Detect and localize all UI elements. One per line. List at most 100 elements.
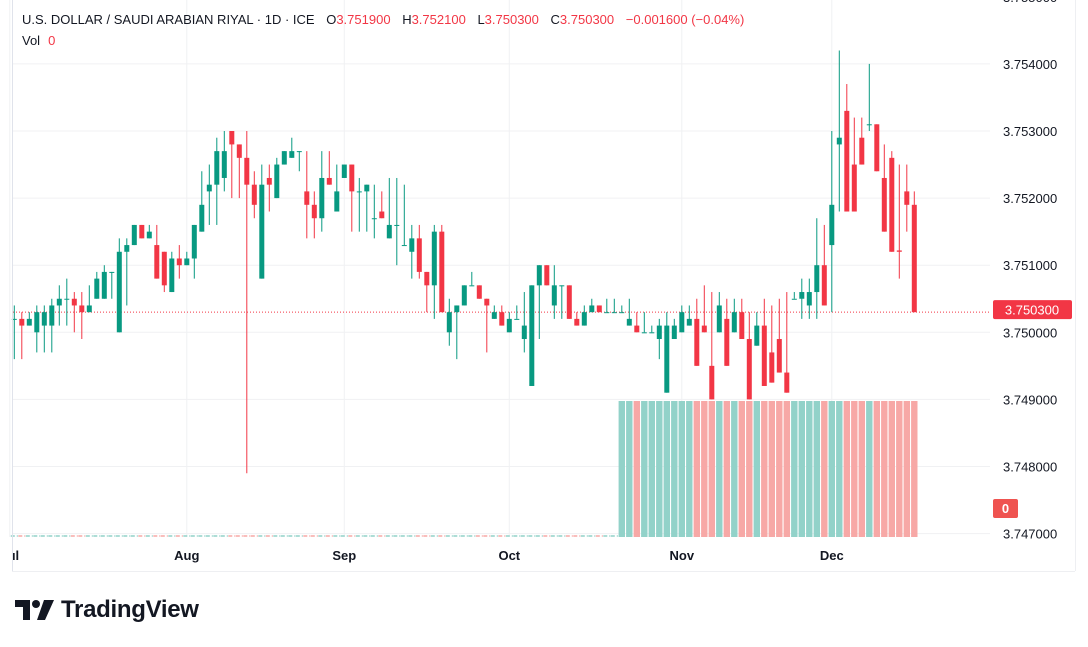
candle <box>491 305 497 319</box>
high-label: H <box>402 12 412 27</box>
volume-bar <box>813 401 820 537</box>
volume-tag <box>993 499 1018 518</box>
candle <box>529 285 535 386</box>
price-axis[interactable]: 3.755000 3.754000 3.753000 3.752000 3.751000… <box>1003 0 1057 542</box>
candle <box>386 177 392 239</box>
volume-bar <box>866 401 873 537</box>
volume-legend-label: Vol <box>22 33 41 48</box>
candle <box>154 224 160 279</box>
volume-bar <box>828 401 835 537</box>
candle <box>589 298 595 313</box>
candle-body <box>394 224 400 226</box>
open-value: 3.751900 <box>336 12 391 27</box>
candle <box>424 271 430 313</box>
candle-body <box>814 265 820 293</box>
candle <box>806 278 812 319</box>
symbol-title[interactable]: U.S. DOLLAR / SAUDI ARABIAN RIYAL · 1D ·… <box>22 12 315 27</box>
candle-body <box>146 231 152 239</box>
close-value: 3.750300 <box>559 12 615 27</box>
candle-body <box>484 298 490 306</box>
volume-bar <box>761 401 768 537</box>
candle <box>566 285 572 319</box>
candle <box>836 50 842 212</box>
candle-body <box>529 285 535 386</box>
candle <box>131 224 137 246</box>
candle <box>521 292 527 353</box>
candle-body <box>409 238 415 252</box>
candle <box>874 124 880 172</box>
candle-body <box>769 352 775 383</box>
volume-bar <box>626 401 633 537</box>
volume-legend-value: 0 <box>48 33 56 48</box>
volume-bar <box>633 401 640 537</box>
candle-body <box>319 177 325 219</box>
candle-body <box>604 312 610 314</box>
candle-body <box>641 332 647 334</box>
candle <box>709 292 715 400</box>
open-label: O <box>326 12 337 27</box>
candle <box>514 305 520 320</box>
candle <box>596 305 602 313</box>
candle-body <box>851 164 857 212</box>
candle <box>109 271 115 299</box>
candle-body <box>461 285 467 306</box>
candle <box>536 265 542 340</box>
candle-body <box>214 151 220 185</box>
candle-body <box>64 298 70 300</box>
candle-body <box>49 305 55 326</box>
volume-bar <box>806 401 813 537</box>
candle <box>851 117 857 212</box>
candle <box>559 285 565 319</box>
candle <box>611 298 617 314</box>
candle-body <box>634 325 640 333</box>
volume-bar <box>821 401 828 537</box>
candle <box>619 305 625 314</box>
candle-body <box>911 204 917 313</box>
candle <box>326 151 332 185</box>
price-tick-label: 3.750000 <box>1003 325 1057 340</box>
candle <box>409 224 415 279</box>
candle-body <box>806 292 812 306</box>
candle-body <box>326 177 332 185</box>
candle <box>791 292 797 300</box>
candle-body <box>589 305 595 313</box>
candle-body <box>439 231 445 313</box>
candle-body <box>161 251 167 286</box>
volume-bar <box>858 401 865 537</box>
candle <box>64 278 70 326</box>
volume-bar <box>851 401 858 537</box>
price-tick-label: 3.754000 <box>1003 57 1057 72</box>
tradingview-logo[interactable]: TradingView <box>15 596 199 624</box>
volume-bar <box>903 401 910 537</box>
candle <box>866 63 872 131</box>
candle-body <box>904 191 910 205</box>
candle <box>79 292 85 340</box>
candle <box>34 305 40 353</box>
volume-bar <box>776 401 783 537</box>
candle <box>784 292 790 393</box>
candle <box>49 298 55 353</box>
candle <box>334 164 340 212</box>
volume-bar <box>888 401 895 537</box>
candle-body <box>379 211 385 219</box>
candle-body <box>364 184 370 192</box>
volume-value: 0 <box>1002 501 1009 516</box>
candle-body <box>431 231 437 286</box>
time-tick-label: Aug <box>174 548 199 563</box>
candle <box>26 312 32 326</box>
time-tick-label: Oct <box>498 548 520 563</box>
candle-body <box>199 204 205 232</box>
candle-body <box>716 305 722 333</box>
candle-body <box>536 265 542 286</box>
time-axis[interactable]: JulAugSepOctNovDec <box>0 538 844 571</box>
price-tick-label: 3.749000 <box>1003 392 1057 407</box>
candle-body <box>101 271 107 299</box>
candle-body <box>19 318 25 326</box>
candle-body <box>469 285 475 287</box>
candle <box>731 298 737 333</box>
candles <box>11 50 917 474</box>
candle-body <box>289 151 295 158</box>
candle-body <box>581 312 587 326</box>
candle <box>701 285 707 333</box>
